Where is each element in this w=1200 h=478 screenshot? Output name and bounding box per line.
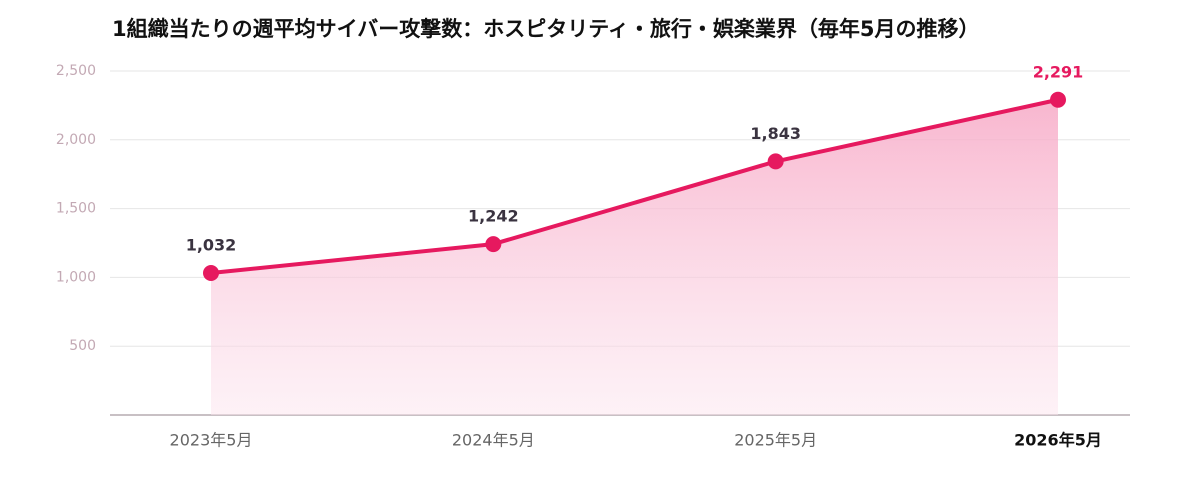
line	[210, 97, 1059, 275]
x-tick-label: 2023年5月	[170, 431, 253, 450]
y-tick-label: 1,500	[56, 201, 96, 217]
point	[1050, 91, 1066, 108]
x-tick-label: 2024年5月	[452, 431, 535, 450]
value-label: 1,242	[468, 207, 519, 226]
value-label: 1,843	[750, 124, 801, 143]
point	[485, 236, 502, 253]
point	[767, 153, 784, 170]
y-tick-label: 1,000	[56, 269, 96, 285]
point	[203, 264, 219, 281]
y-tick-label: 500	[69, 338, 96, 354]
x-tick-label: 2026年5月	[1014, 431, 1102, 450]
value-label: 2,291	[1033, 62, 1084, 81]
chart-title: 1組織当たりの週平均サイバー攻撃数：ホスピタリティ・旅行・娯楽業界（毎年5月の推…	[112, 17, 980, 41]
area	[211, 99, 1058, 416]
y-tick-label: 2,000	[56, 132, 96, 148]
value-label: 1,032	[186, 235, 237, 254]
y-tick-label: 2,500	[56, 63, 96, 79]
x-tick-label: 2025年5月	[734, 431, 817, 450]
